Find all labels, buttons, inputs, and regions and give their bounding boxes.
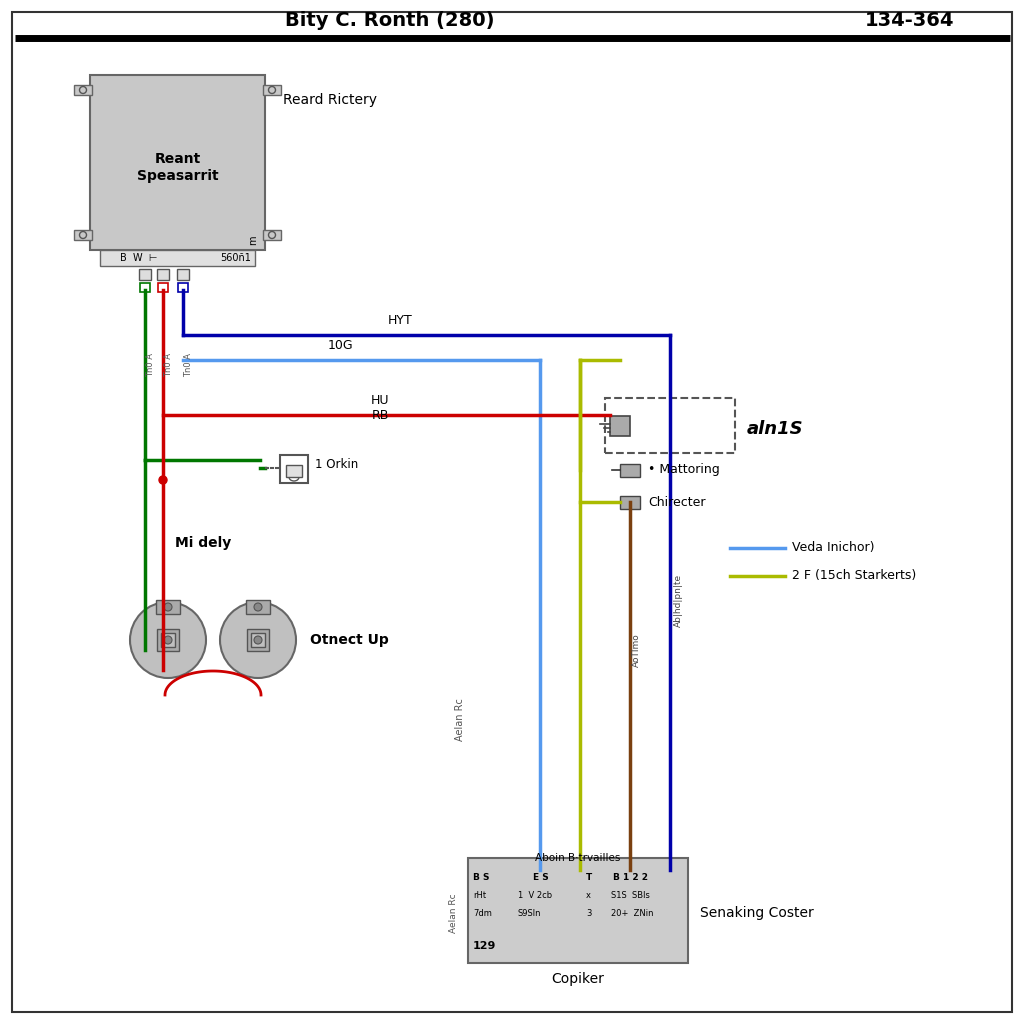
Circle shape (164, 636, 172, 644)
Text: Aboin B·trvailles: Aboin B·trvailles (536, 853, 621, 863)
Text: Veda Inichor): Veda Inichor) (792, 542, 874, 555)
Text: Otnect Up: Otnect Up (310, 633, 389, 647)
Bar (158, 283, 168, 292)
Text: m: m (248, 236, 258, 245)
Circle shape (164, 603, 172, 611)
Bar (605, 398, 735, 453)
Text: 134-364: 134-364 (865, 10, 954, 30)
Circle shape (159, 476, 167, 484)
Text: S9Sln: S9Sln (518, 908, 542, 918)
Text: 20+  ZNin: 20+ ZNin (611, 908, 653, 918)
Text: HYT: HYT (388, 314, 413, 327)
Bar (100, 250, 255, 266)
Bar (74, 230, 92, 240)
Text: 129: 129 (473, 941, 497, 951)
Text: T: T (586, 873, 592, 883)
Bar (251, 633, 265, 647)
Text: 7dm: 7dm (473, 908, 492, 918)
Text: Bity C. Ronth (280): Bity C. Ronth (280) (286, 10, 495, 30)
Text: AoTlmo: AoTlmo (632, 633, 640, 667)
Bar (247, 629, 269, 651)
Text: B S: B S (473, 873, 489, 883)
Text: Tn0 A: Tn0 A (184, 353, 194, 377)
Text: 560ñ1: 560ñ1 (220, 253, 251, 263)
Text: aln1S: aln1S (746, 420, 804, 437)
Text: B  W  ⊢: B W ⊢ (120, 253, 158, 263)
Bar (620, 464, 640, 477)
Text: Tn0 A: Tn0 A (146, 353, 156, 377)
Bar (161, 633, 175, 647)
Text: 1  V 2cb: 1 V 2cb (518, 892, 552, 900)
Bar (280, 455, 308, 483)
Text: S1S  SBls: S1S SBls (611, 892, 650, 900)
Text: Reard Rictery: Reard Rictery (283, 93, 377, 106)
Text: E S: E S (534, 873, 549, 883)
Text: 2 F (15ch Starkerts): 2 F (15ch Starkerts) (792, 569, 916, 583)
Bar (246, 600, 270, 614)
Bar (74, 85, 92, 95)
Circle shape (254, 603, 262, 611)
Text: Reant
Speasarrit: Reant Speasarrit (136, 153, 218, 182)
Text: Copiker: Copiker (552, 972, 604, 986)
Circle shape (220, 602, 296, 678)
Bar (157, 269, 169, 280)
Bar (620, 496, 640, 509)
Text: 10G: 10G (328, 339, 353, 352)
Bar (90, 75, 265, 250)
Text: Tn0 A: Tn0 A (165, 353, 173, 377)
Circle shape (130, 602, 206, 678)
Bar (139, 269, 151, 280)
Bar (178, 283, 188, 292)
Text: Ab|hd|pn|te: Ab|hd|pn|te (674, 573, 683, 627)
Text: HU: HU (371, 394, 389, 407)
Text: x: x (586, 892, 591, 900)
Text: 1 Orkin: 1 Orkin (315, 459, 358, 471)
Text: Chirecter: Chirecter (648, 496, 706, 509)
Text: Mi dely: Mi dely (175, 536, 231, 550)
Bar (263, 85, 281, 95)
Bar (140, 283, 150, 292)
Text: RB: RB (372, 409, 389, 422)
Text: Aelan Rc: Aelan Rc (450, 893, 459, 933)
Bar (263, 230, 281, 240)
Bar (177, 269, 189, 280)
Text: Senaking Coster: Senaking Coster (700, 906, 814, 920)
Text: Aelan Rc: Aelan Rc (455, 698, 465, 741)
Circle shape (254, 636, 262, 644)
Bar (468, 858, 688, 963)
Text: B 1 2 2: B 1 2 2 (613, 873, 648, 883)
Text: 3: 3 (586, 908, 592, 918)
Text: rHt: rHt (473, 892, 486, 900)
Bar (610, 416, 630, 436)
Bar (156, 600, 180, 614)
Bar (286, 465, 302, 477)
Text: • Mattoring: • Mattoring (648, 464, 720, 476)
Bar (157, 629, 179, 651)
